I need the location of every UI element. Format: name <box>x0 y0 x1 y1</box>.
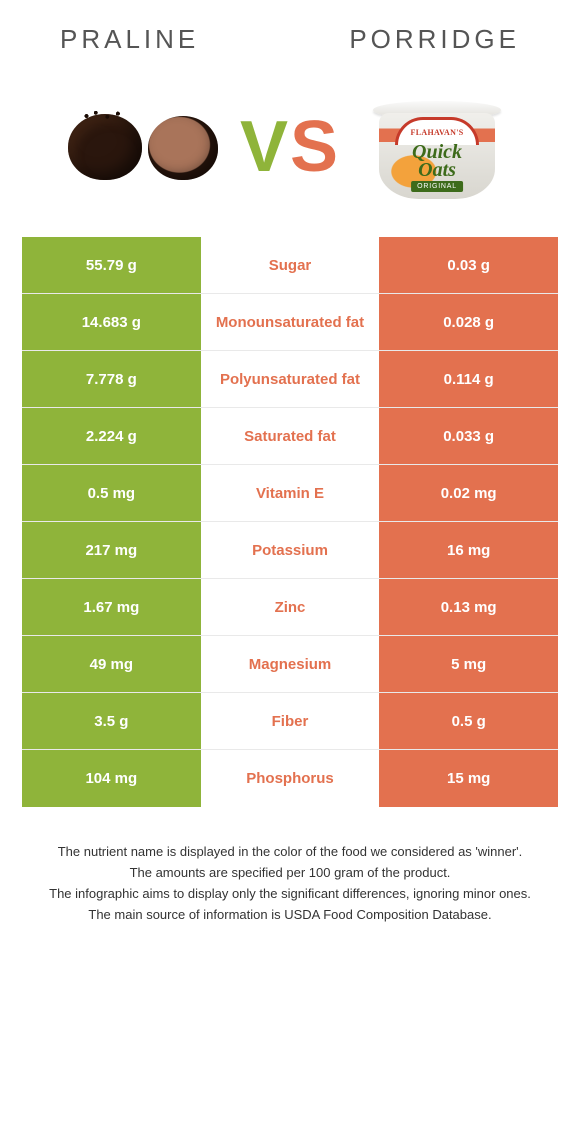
cup-body-icon: FLAHAVAN'S QuickOats ORIGINAL <box>379 113 495 199</box>
table-row: 2.224 gSaturated fat0.033 g <box>22 408 558 465</box>
cup-product-name: QuickOats <box>379 143 495 179</box>
title-right: Porridge <box>349 24 520 55</box>
title-left: Praline <box>60 24 199 55</box>
nutrient-label: Fiber <box>201 713 380 730</box>
nutrient-label: Saturated fat <box>201 428 380 445</box>
table-row: 0.5 mgVitamin E0.02 mg <box>22 465 558 522</box>
footnote-line: The infographic aims to display only the… <box>40 885 540 904</box>
right-value: 0.13 mg <box>379 579 558 635</box>
table-row: 55.79 gSugar0.03 g <box>22 237 558 294</box>
header: Praline Porridge <box>0 0 580 67</box>
table-row: 1.67 mgZinc0.13 mg <box>22 579 558 636</box>
table-row: 104 mgPhosphorus15 mg <box>22 750 558 807</box>
left-value: 1.67 mg <box>22 579 201 635</box>
vs-label: VS <box>240 106 340 188</box>
table-row: 217 mgPotassium16 mg <box>22 522 558 579</box>
nutrient-label: Potassium <box>201 542 380 559</box>
left-value: 14.683 g <box>22 294 201 350</box>
praline-whole-icon <box>68 114 142 180</box>
left-value: 49 mg <box>22 636 201 692</box>
right-value: 0.02 mg <box>379 465 558 521</box>
nutrient-label: Polyunsaturated fat <box>201 371 380 388</box>
footnote-line: The main source of information is USDA F… <box>40 906 540 925</box>
right-value: 0.114 g <box>379 351 558 407</box>
right-value: 0.033 g <box>379 408 558 464</box>
left-value: 3.5 g <box>22 693 201 749</box>
left-value: 217 mg <box>22 522 201 578</box>
left-value: 7.778 g <box>22 351 201 407</box>
praline-cut-icon <box>148 116 218 180</box>
nutrient-label: Phosphorus <box>201 770 380 787</box>
right-value: 15 mg <box>379 750 558 807</box>
comparison-table: 55.79 gSugar0.03 g14.683 gMonounsaturate… <box>0 237 580 807</box>
nutrient-label: Vitamin E <box>201 485 380 502</box>
table-row: 3.5 gFiber0.5 g <box>22 693 558 750</box>
nutrient-label: Monounsaturated fat <box>201 314 380 331</box>
hero-row: VS FLAHAVAN'S QuickOats ORIGINAL <box>0 67 580 237</box>
table-row: 7.778 gPolyunsaturated fat0.114 g <box>22 351 558 408</box>
right-value: 0.5 g <box>379 693 558 749</box>
right-value: 0.03 g <box>379 237 558 293</box>
porridge-image: FLAHAVAN'S QuickOats ORIGINAL <box>352 87 522 207</box>
nutrient-label: Zinc <box>201 599 380 616</box>
right-value: 5 mg <box>379 636 558 692</box>
right-value: 16 mg <box>379 522 558 578</box>
praline-image <box>58 87 228 207</box>
cup-tag: ORIGINAL <box>411 181 463 192</box>
footnote-line: The amounts are specified per 100 gram o… <box>40 864 540 883</box>
left-value: 104 mg <box>22 750 201 807</box>
right-value: 0.028 g <box>379 294 558 350</box>
vs-s: S <box>290 107 340 187</box>
nutrient-label: Magnesium <box>201 656 380 673</box>
vs-v: V <box>240 107 290 187</box>
left-value: 0.5 mg <box>22 465 201 521</box>
table-row: 14.683 gMonounsaturated fat0.028 g <box>22 294 558 351</box>
table-row: 49 mgMagnesium5 mg <box>22 636 558 693</box>
nutrient-label: Sugar <box>201 257 380 274</box>
footnotes: The nutrient name is displayed in the co… <box>0 807 580 924</box>
left-value: 2.224 g <box>22 408 201 464</box>
footnote-line: The nutrient name is displayed in the co… <box>40 843 540 862</box>
left-value: 55.79 g <box>22 237 201 293</box>
